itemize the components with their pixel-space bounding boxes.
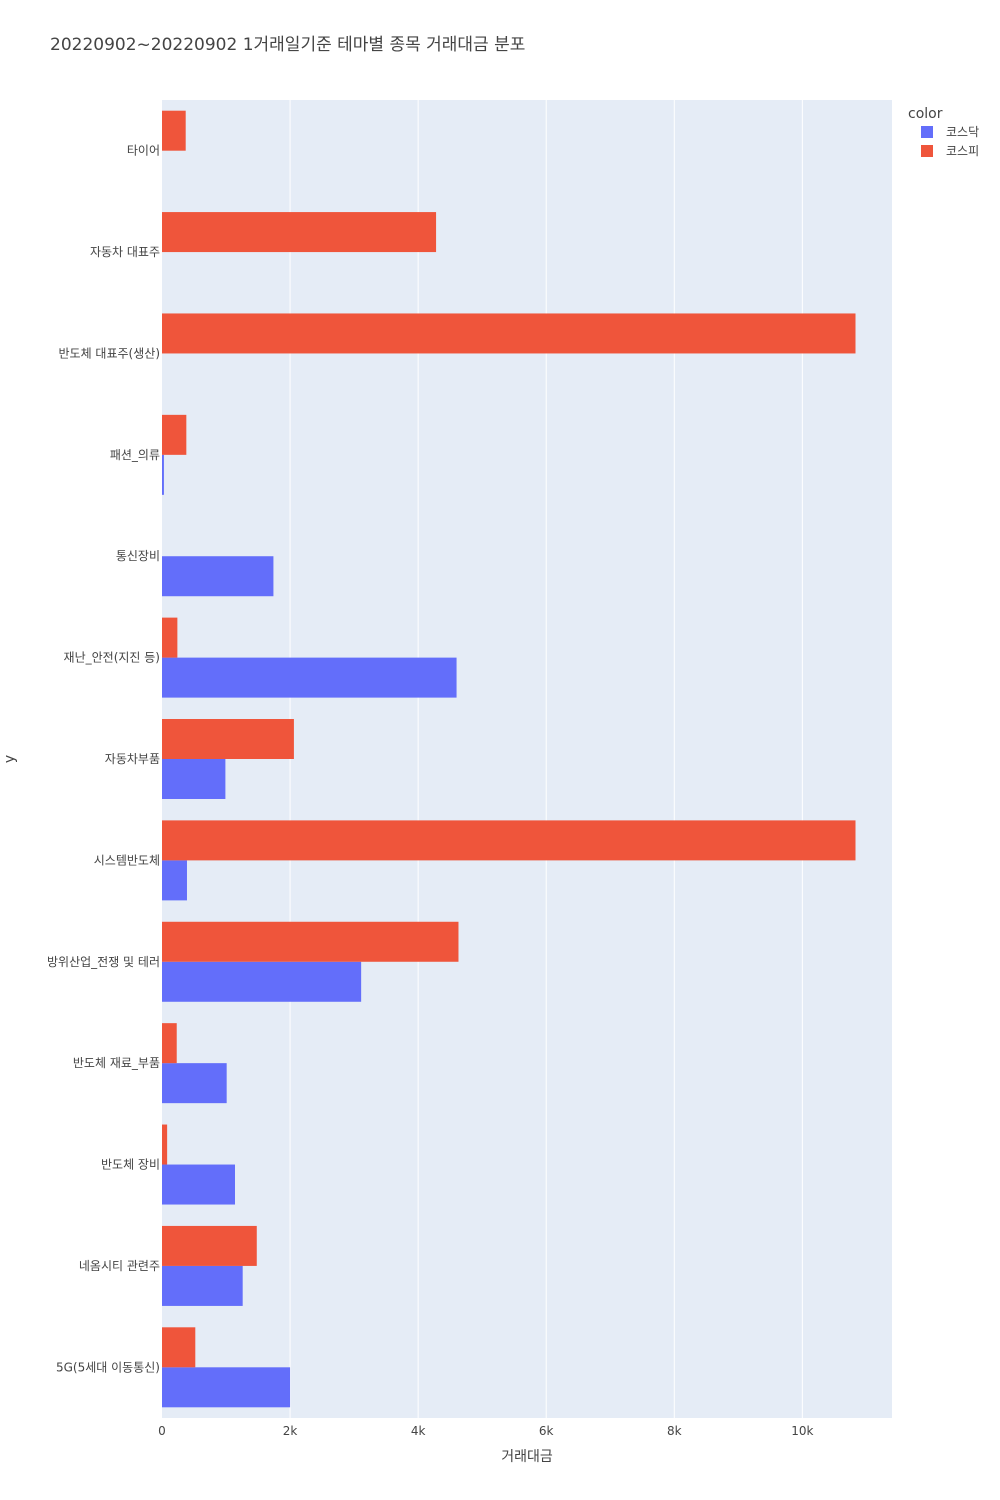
bar[interactable]	[162, 212, 437, 253]
y-tick-label: 재난_안전(지진 등)	[64, 651, 160, 665]
y-tick-label: 통신장비	[116, 549, 160, 563]
legend-swatch[interactable]	[921, 126, 933, 138]
bar[interactable]	[162, 657, 457, 698]
bar[interactable]	[162, 820, 856, 861]
bar[interactable]	[162, 617, 178, 658]
x-tick-label: 2k	[283, 1424, 298, 1438]
bar[interactable]	[162, 1063, 227, 1104]
x-tick-label: 8k	[667, 1424, 682, 1438]
y-tick-label: 시스템반도체	[94, 853, 160, 867]
x-axis-title: 거래대금	[501, 1449, 553, 1465]
bar[interactable]	[162, 1265, 243, 1306]
x-tick-label: 6k	[539, 1424, 554, 1438]
y-tick-label: 자동차 대표주	[90, 245, 160, 259]
bar[interactable]	[162, 961, 362, 1002]
bar[interactable]	[162, 1225, 257, 1266]
x-tick-label: 10k	[791, 1424, 813, 1438]
y-tick-label: 자동차부품	[105, 752, 160, 766]
y-tick-label: 5G(5세대 이동통신)	[56, 1360, 160, 1374]
legend-item-label[interactable]: 코스닥	[946, 125, 979, 139]
bar[interactable]	[162, 1124, 168, 1165]
chart-title: 20220902~20220902 1거래일기준 테마별 종목 거래대금 분포	[50, 35, 525, 55]
bar[interactable]	[162, 1023, 177, 1064]
bar[interactable]	[162, 556, 274, 597]
y-tick-label: 반도체 장비	[101, 1158, 160, 1172]
legend-item-label[interactable]: 코스피	[946, 144, 979, 158]
x-tick-label: 4k	[411, 1424, 426, 1438]
bar[interactable]	[162, 860, 187, 901]
legend-swatch[interactable]	[921, 145, 933, 157]
bars	[162, 110, 856, 1408]
y-tick-label: 반도체 대표주(생산)	[59, 346, 161, 360]
y-tick-label: 타이어	[127, 144, 160, 158]
x-tick-labels: 0 2k 4k 6k 8k 10k	[158, 1424, 813, 1438]
y-tick-label: 네옴시티 관련주	[79, 1259, 160, 1273]
bar[interactable]	[162, 1164, 235, 1205]
x-tick-label: 0	[158, 1424, 166, 1438]
bar[interactable]	[162, 921, 459, 962]
bar[interactable]	[162, 414, 187, 455]
y-tick-label: 패션_의류	[110, 448, 160, 462]
bar[interactable]	[162, 454, 164, 495]
y-tick-label: 반도체 재료_부품	[73, 1056, 160, 1070]
bar[interactable]	[162, 110, 186, 151]
y-axis-title: y	[2, 755, 18, 763]
y-tick-label: 방위산업_전쟁 및 테러	[47, 955, 160, 969]
bar[interactable]	[162, 1367, 291, 1408]
bar[interactable]	[162, 313, 856, 354]
legend-title: color	[908, 106, 943, 122]
bar[interactable]	[162, 719, 294, 759]
bar[interactable]	[162, 759, 226, 799]
bar[interactable]	[162, 1327, 196, 1368]
